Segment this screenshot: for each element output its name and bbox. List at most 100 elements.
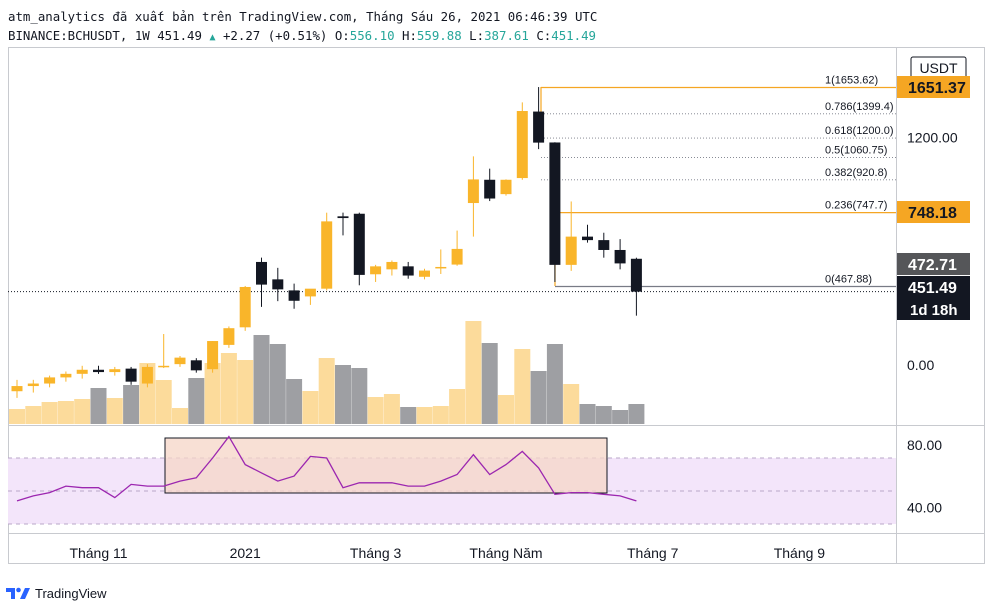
candle-body (337, 216, 349, 219)
volume-bar (286, 379, 303, 424)
low-value: 387.61 (484, 28, 529, 43)
candle-body (500, 179, 512, 195)
fib-level-label: 0.786(1399.4) (825, 101, 894, 113)
candle-body (630, 258, 642, 292)
volume-bar (123, 385, 140, 424)
close-label: C: (536, 28, 552, 43)
fib-level-label: 0.236(747.7) (825, 200, 887, 212)
volume-bar (172, 408, 188, 424)
tradingview-logo-icon (6, 587, 30, 599)
publish-info: atm_analytics đã xuất bản trên TradingVi… (8, 9, 598, 24)
candle-body (190, 360, 202, 371)
volume-bar (546, 344, 563, 424)
volume-bar (351, 368, 368, 424)
chart-frame (8, 47, 985, 564)
time-axis-label: 2021 (230, 545, 261, 561)
candle-body (223, 328, 235, 345)
fib-level-label: 0(467.88) (825, 274, 872, 286)
candle-body (60, 373, 72, 378)
chart-header: atm_analytics đã xuất bản trên TradingVi… (8, 7, 988, 47)
symbol-info: BINANCE:BCHUSDT, 1W 451.49 (8, 28, 202, 43)
candle-body (256, 261, 267, 285)
time-axis-label: Tháng 11 (69, 545, 127, 561)
rsi-line (16, 435, 637, 502)
volume-bar (220, 353, 237, 424)
volume-bar (481, 343, 498, 424)
rsi-tick-label: 80.00 (907, 437, 942, 453)
time-axis-label: Tháng Năm (469, 545, 542, 561)
candle-body (239, 286, 251, 328)
rsi-tick-label: 40.00 (907, 500, 942, 516)
volume-bar (400, 407, 417, 424)
fib-level-label: 0.382(920.8) (825, 167, 887, 179)
volume-bar (367, 397, 384, 424)
countdown-label: 1d 18h (910, 302, 958, 319)
fib-level-label: 1(1653.62) (825, 75, 878, 87)
volume-bar (498, 395, 514, 424)
volume-zero-label: 0.00 (907, 357, 934, 373)
volume-bar (269, 344, 286, 424)
volume-bar (465, 321, 482, 424)
price-label: 472.71 (908, 257, 957, 274)
volume-bar (302, 391, 319, 424)
price-label: 748.18 (908, 205, 957, 222)
candle-body (435, 266, 447, 269)
currency-label: USDT (919, 60, 958, 76)
candle-body (386, 261, 398, 270)
volume-bar (383, 394, 400, 424)
volume-bar (106, 398, 123, 424)
footer: TradingView (6, 583, 107, 603)
volume-bar (57, 401, 74, 424)
volume-bar (579, 404, 596, 424)
candle-body (565, 236, 577, 265)
price-label-box (897, 201, 970, 224)
low-label: L: (469, 28, 485, 43)
time-axis-label: Tháng 3 (350, 545, 402, 561)
volume-bar (432, 406, 449, 424)
candle-body (582, 236, 593, 241)
volume-bar (416, 407, 433, 424)
candle-body (272, 279, 284, 290)
candle-body (533, 111, 545, 143)
candle-body (109, 369, 121, 373)
price-change: +2.27 (+0.51%) (222, 28, 328, 43)
candle-body (516, 111, 528, 179)
candle-body (419, 270, 430, 277)
volume-bar (74, 399, 91, 424)
volume-bar (90, 388, 107, 424)
volume-bar (530, 371, 547, 424)
volume-bar (41, 402, 58, 424)
candle-body (304, 288, 316, 297)
candle-body (174, 357, 186, 365)
ohlc-line: BINANCE:BCHUSDT, 1W 451.49 ▲ +2.27 (+0.5… (8, 26, 988, 47)
candle-body (484, 179, 496, 199)
candle-body (549, 142, 561, 265)
close-value: 451.49 (551, 28, 596, 43)
volume-bar (25, 406, 42, 424)
candle-body (614, 249, 626, 264)
candle-body (27, 383, 39, 387)
rsi-pane (8, 435, 896, 525)
candle-body (321, 221, 333, 289)
candle-body (141, 366, 153, 384)
candle-body (11, 386, 23, 392)
time-axis-label: Tháng 7 (627, 545, 679, 561)
candle-body (158, 365, 170, 368)
volume-bar (563, 384, 580, 424)
highlight-rectangle (164, 437, 608, 494)
candle-body (598, 240, 610, 250)
volume-bar (253, 335, 270, 424)
candle-body (467, 179, 479, 204)
volume-bar (9, 409, 25, 424)
volume-bar (612, 410, 629, 424)
open-label: O: (334, 28, 350, 43)
change-up-icon: ▲ (209, 32, 216, 43)
candle-body (353, 213, 365, 275)
high-label: H: (402, 28, 417, 43)
main-pane (8, 86, 896, 424)
countdown-box (897, 298, 970, 320)
candle-body (207, 341, 219, 370)
candle-body (76, 369, 88, 374)
price-label-box (897, 276, 970, 298)
